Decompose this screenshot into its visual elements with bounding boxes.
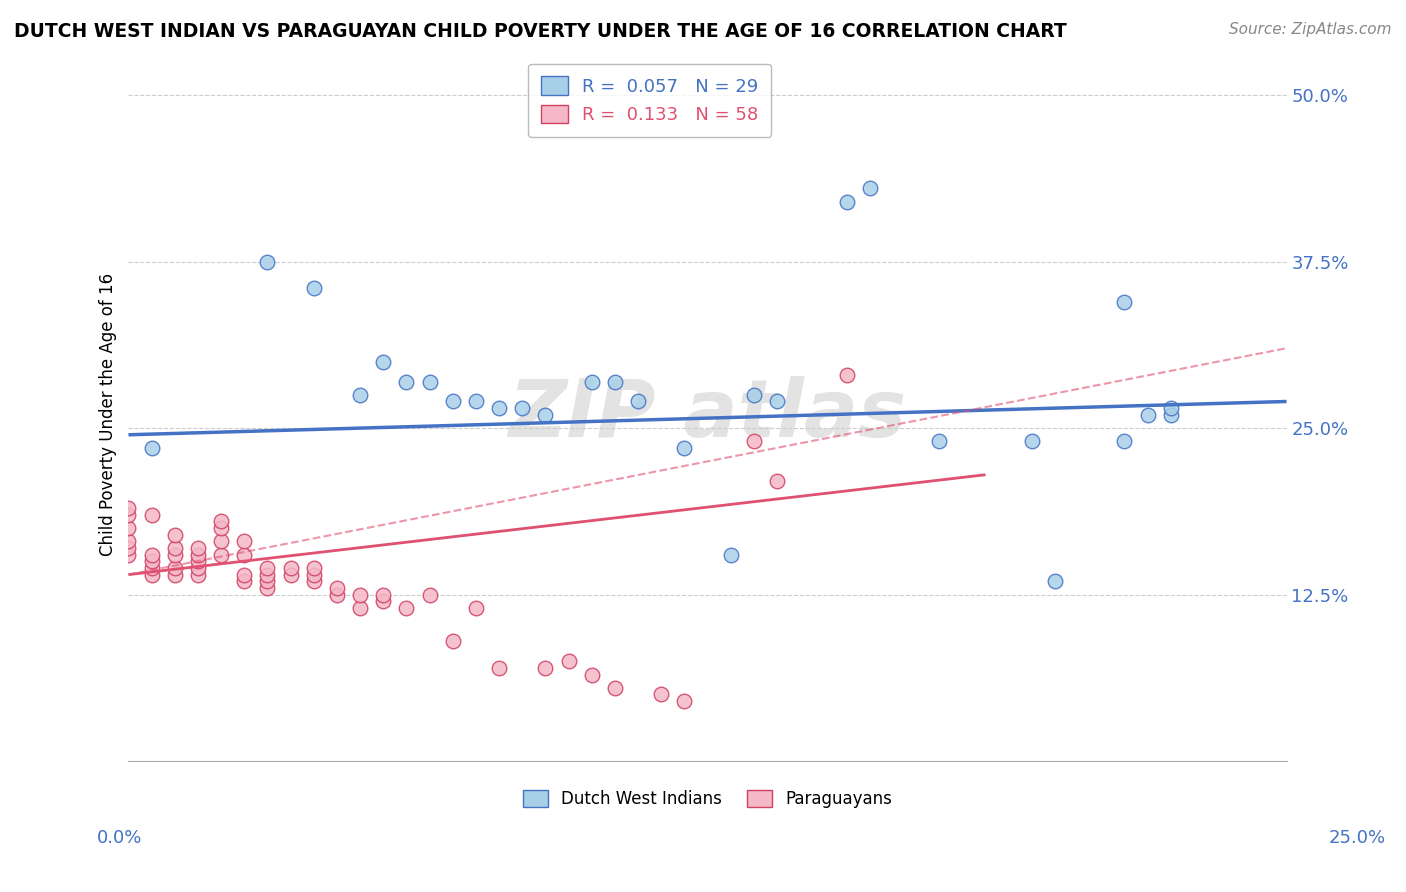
Point <box>187 567 209 582</box>
Point <box>187 548 209 562</box>
Point <box>349 601 371 615</box>
Point <box>256 561 278 575</box>
Point <box>373 588 395 602</box>
Point <box>280 567 302 582</box>
Point <box>141 508 163 522</box>
Point <box>581 667 603 681</box>
Point <box>117 534 139 549</box>
Point <box>1043 574 1066 589</box>
Text: DUTCH WEST INDIAN VS PARAGUAYAN CHILD POVERTY UNDER THE AGE OF 16 CORRELATION CH: DUTCH WEST INDIAN VS PARAGUAYAN CHILD PO… <box>14 22 1067 41</box>
Point <box>464 394 486 409</box>
Point <box>1114 294 1136 309</box>
Point <box>302 567 325 582</box>
Point <box>163 567 186 582</box>
Point <box>187 554 209 568</box>
Point <box>117 521 139 535</box>
Point <box>209 521 232 535</box>
Point <box>488 661 510 675</box>
Point <box>373 354 395 368</box>
Point <box>603 681 626 695</box>
Text: Source: ZipAtlas.com: Source: ZipAtlas.com <box>1229 22 1392 37</box>
Point <box>835 194 858 209</box>
Point <box>326 588 349 602</box>
Point <box>141 561 163 575</box>
Point <box>742 388 765 402</box>
Point <box>766 394 789 409</box>
Point <box>441 634 464 648</box>
Point <box>373 594 395 608</box>
Point <box>395 601 418 615</box>
Point <box>187 541 209 555</box>
Point <box>742 434 765 449</box>
Point <box>557 654 579 668</box>
Point <box>302 574 325 589</box>
Point <box>650 688 672 702</box>
Point <box>488 401 510 416</box>
Point <box>627 394 650 409</box>
Point <box>117 541 139 555</box>
Point <box>534 661 557 675</box>
Point <box>163 548 186 562</box>
Point <box>141 441 163 455</box>
Point <box>117 548 139 562</box>
Point <box>117 501 139 516</box>
Point <box>256 567 278 582</box>
Point <box>233 534 256 549</box>
Point <box>859 181 882 195</box>
Point <box>1021 434 1043 449</box>
Text: 25.0%: 25.0% <box>1329 829 1385 847</box>
Point <box>256 254 278 268</box>
Point <box>141 567 163 582</box>
Point <box>117 508 139 522</box>
Point <box>209 548 232 562</box>
Point <box>163 527 186 541</box>
Point <box>256 581 278 595</box>
Point <box>163 541 186 555</box>
Point <box>581 375 603 389</box>
Text: ZIP atlas: ZIP atlas <box>509 376 907 454</box>
Point <box>1114 434 1136 449</box>
Point <box>302 561 325 575</box>
Point <box>419 375 441 389</box>
Point <box>141 548 163 562</box>
Point <box>280 561 302 575</box>
Point <box>233 567 256 582</box>
Point <box>233 574 256 589</box>
Point <box>395 375 418 389</box>
Point <box>326 581 349 595</box>
Point <box>1160 401 1182 416</box>
Point <box>349 388 371 402</box>
Point <box>835 368 858 382</box>
Point <box>673 441 696 455</box>
Point <box>928 434 950 449</box>
Point <box>1136 408 1159 422</box>
Point <box>720 548 742 562</box>
Point <box>141 554 163 568</box>
Point <box>534 408 557 422</box>
Y-axis label: Child Poverty Under the Age of 16: Child Poverty Under the Age of 16 <box>100 273 117 557</box>
Point <box>163 561 186 575</box>
Point <box>673 694 696 708</box>
Text: 0.0%: 0.0% <box>97 829 142 847</box>
Point <box>510 401 533 416</box>
Point <box>766 475 789 489</box>
Point <box>187 561 209 575</box>
Point <box>464 601 486 615</box>
Point <box>603 375 626 389</box>
Point <box>233 548 256 562</box>
Legend: Dutch West Indians, Paraguayans: Dutch West Indians, Paraguayans <box>516 783 898 815</box>
Point <box>349 588 371 602</box>
Point <box>441 394 464 409</box>
Point <box>256 574 278 589</box>
Point <box>302 281 325 295</box>
Point <box>419 588 441 602</box>
Point <box>1160 408 1182 422</box>
Point <box>209 534 232 549</box>
Point <box>209 514 232 528</box>
